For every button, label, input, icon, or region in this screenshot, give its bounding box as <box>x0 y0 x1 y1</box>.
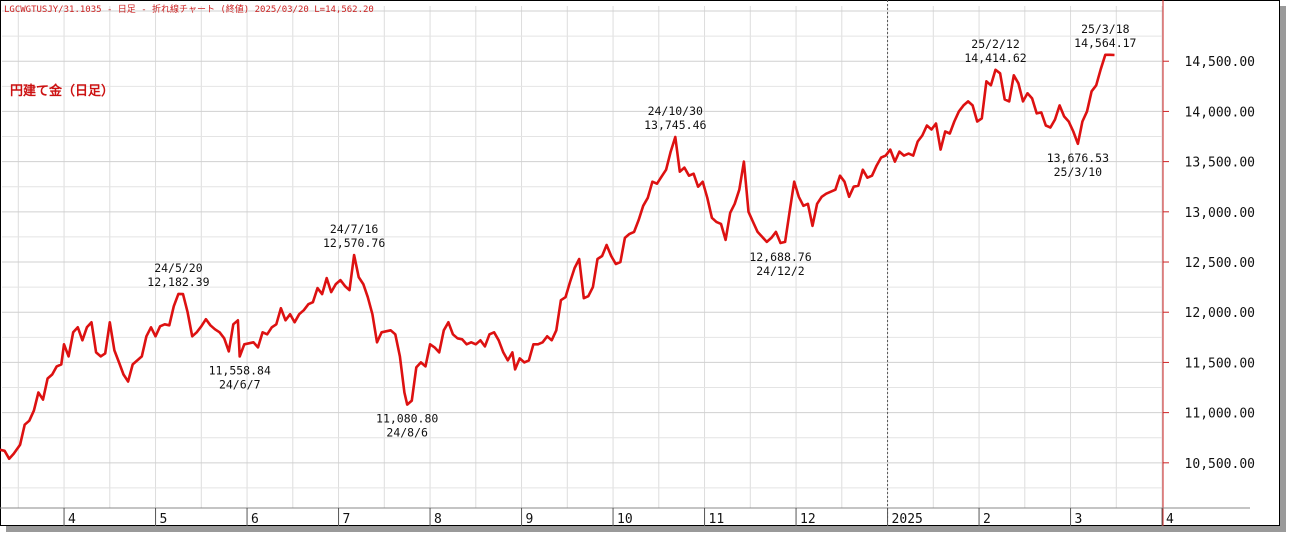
annotation-line-1: 24/5/20 <box>154 261 203 275</box>
y-tick-label: 13,500.00 <box>1185 156 1255 171</box>
series-name: 円建て金（日足） <box>10 84 115 99</box>
y-tick-label: 13,000.00 <box>1185 206 1255 221</box>
y-tick-label: 10,500.00 <box>1185 457 1255 472</box>
annotation-line-2: 12,182.39 <box>147 275 209 289</box>
price-chart: 10,500.00 11,000.00 11,500.00 12,000.00 12,5… <box>0 0 1255 526</box>
y-tick-label: 14,000.00 <box>1185 105 1255 120</box>
y-tick-label: 11,500.00 <box>1185 356 1255 371</box>
annotation-line-1: 24/10/30 <box>648 104 703 118</box>
x-month-label: 4 <box>68 512 76 526</box>
x-month-label: 9 <box>526 512 534 526</box>
y-tick-label: 14,500.00 <box>1185 55 1255 70</box>
annotation-line-1: 25/2/12 <box>971 37 1019 51</box>
annotation-line-2: 14,414.62 <box>964 51 1026 65</box>
chart-header-info: LGCWGTUSJY/31.1035 - 日足 - 折れ線チャート (終値) 2… <box>4 5 374 15</box>
annotation-line-1: 12,688.76 <box>749 250 811 264</box>
annotation-line-2: 24/8/6 <box>386 426 428 440</box>
annotation-line-1: 25/3/18 <box>1081 22 1130 36</box>
y-tick-label: 11,000.00 <box>1185 407 1255 422</box>
annotation-line-2: 24/6/7 <box>219 377 261 391</box>
y-tick-label: 12,000.00 <box>1185 306 1255 321</box>
annotation-line-2: 25/3/10 <box>1054 165 1103 179</box>
annotation-line-1: 13,676.53 <box>1047 151 1109 165</box>
x-month-label: 2 <box>983 512 991 526</box>
annotation-line-2: 12,570.76 <box>323 236 385 250</box>
annotation-line-1: 11,080.80 <box>376 412 438 426</box>
x-month-label: 10 <box>617 512 633 526</box>
price-line <box>0 53 1115 461</box>
x-month-label: 7 <box>343 512 351 526</box>
annotation-line-1: 24/7/16 <box>330 222 379 236</box>
annotation-line-2: 13,745.46 <box>644 118 706 132</box>
chart-frame <box>0 0 1280 526</box>
x-month-label: 8 <box>434 512 442 526</box>
x-month-label: 4 <box>1166 512 1174 526</box>
x-month-label: 2025 <box>892 512 923 526</box>
x-month-label: 6 <box>251 512 259 526</box>
annotation-line-2: 14,564.17 <box>1074 36 1136 50</box>
x-month-label: 12 <box>800 512 816 526</box>
y-tick-label: 12,500.00 <box>1185 256 1255 271</box>
x-month-label: 5 <box>160 512 168 526</box>
annotation-line-2: 24/12/2 <box>756 264 804 278</box>
x-month-label: 3 <box>1075 512 1083 526</box>
x-month-label: 11 <box>709 512 725 526</box>
annotation-line-1: 11,558.84 <box>209 363 271 377</box>
frame-shadow-right <box>1280 6 1286 530</box>
frame-shadow-bottom <box>6 526 1286 532</box>
